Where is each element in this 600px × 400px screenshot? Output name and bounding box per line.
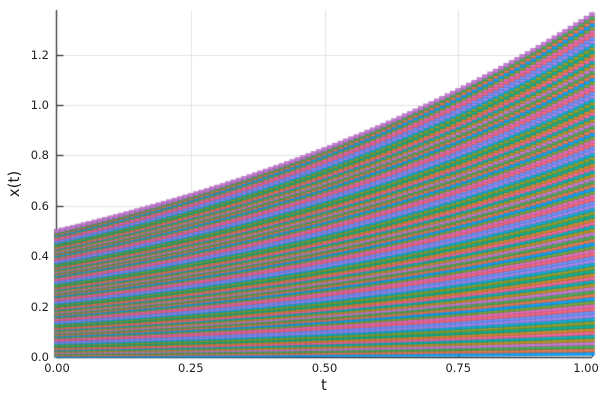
y-tick-label: 0.6 — [30, 198, 49, 213]
y-tick-label: 1.0 — [30, 98, 49, 113]
x-tick-label: 1.00 — [573, 361, 599, 375]
y-tick-label: 0.4 — [30, 249, 49, 264]
x-tick-label: 0.25 — [177, 361, 204, 375]
y-tick-label: 0.0 — [30, 350, 49, 364]
x-tick-label: 0.75 — [445, 361, 472, 375]
x-tick-label: 0.50 — [311, 361, 338, 375]
y-axis-title: x(t) — [5, 170, 23, 198]
x-axis-title: t — [321, 376, 327, 394]
y-tick-label: 0.2 — [30, 299, 49, 314]
y-tick-label: 0.8 — [30, 148, 49, 163]
y-tick-label: 1.2 — [30, 47, 49, 62]
x-tick-label: 0.00 — [44, 361, 70, 375]
